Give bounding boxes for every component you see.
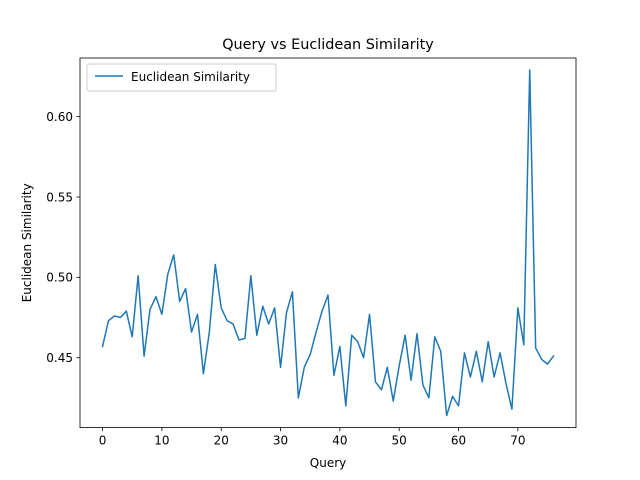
- plot-area-frame: [79, 57, 577, 429]
- x-tick-label: 0: [99, 434, 107, 448]
- x-axis-label: Query: [310, 456, 346, 470]
- legend-entry-label: Euclidean Similarity: [131, 70, 250, 84]
- x-tick-label: 70: [510, 434, 525, 448]
- y-tick-label: 0.55: [46, 190, 73, 204]
- series-line-euclidean-similarity: [101, 69, 555, 417]
- legend: Euclidean Similarity: [86, 63, 277, 92]
- y-tick-label: 0.50: [46, 271, 73, 285]
- chart-title: Query vs Euclidean Similarity: [222, 37, 434, 53]
- x-tick-label: 30: [273, 434, 288, 448]
- x-tick-label: 20: [214, 434, 229, 448]
- x-tick-label: 10: [154, 434, 169, 448]
- y-tick-label: 0.45: [46, 351, 73, 365]
- x-axis-ticks: 0 10 20 30 40 50 60 70: [99, 427, 525, 448]
- y-tick-label: 0.60: [46, 110, 73, 124]
- y-axis-label: Euclidean Similarity: [20, 183, 34, 302]
- x-tick-label: 50: [392, 434, 407, 448]
- y-axis-ticks: 0.45 0.50 0.55 0.60: [46, 110, 80, 365]
- x-tick-label: 60: [451, 434, 466, 448]
- x-tick-label: 40: [332, 434, 347, 448]
- legend-box: [86, 63, 277, 92]
